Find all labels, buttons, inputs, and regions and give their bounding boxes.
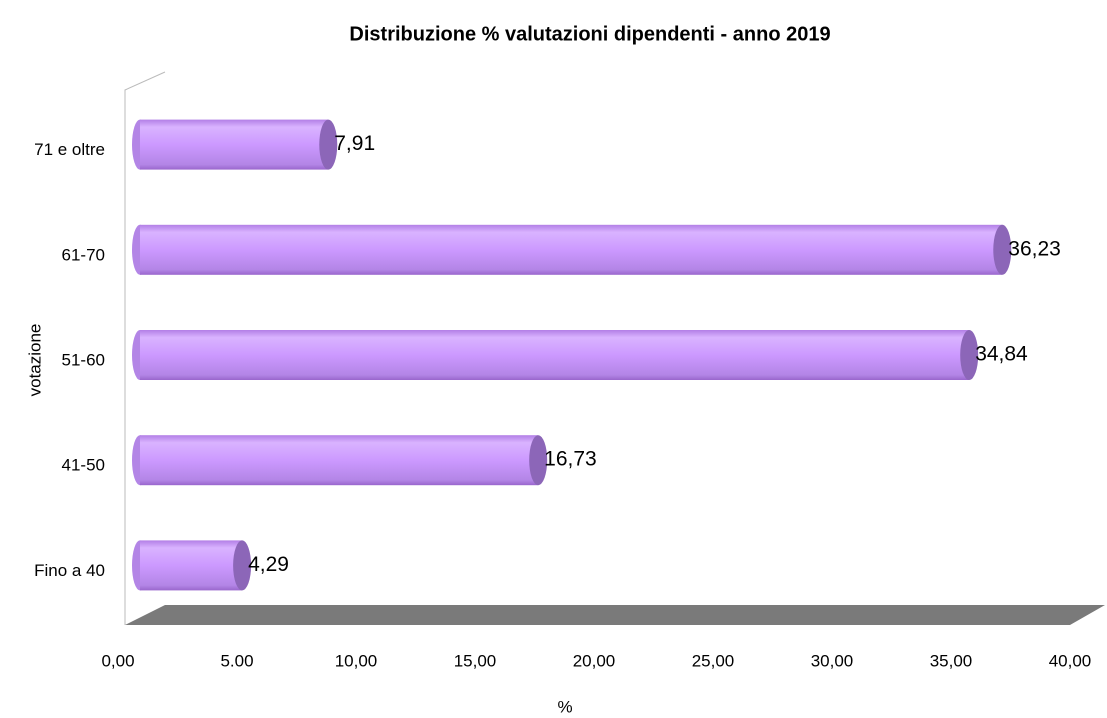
y-tick-label: 61-70 bbox=[62, 245, 105, 264]
bar-cap bbox=[319, 119, 338, 170]
x-tick-label: 10,00 bbox=[335, 651, 378, 670]
value-label: 7,91 bbox=[334, 132, 375, 155]
x-axis-label: % bbox=[557, 697, 572, 716]
bar bbox=[140, 119, 329, 170]
bar-cap bbox=[233, 540, 252, 591]
bar-cap bbox=[529, 435, 548, 486]
floor bbox=[125, 605, 1105, 625]
value-label: 4,29 bbox=[248, 553, 289, 576]
back-wall bbox=[124, 71, 166, 625]
value-label: 34,84 bbox=[975, 343, 1028, 366]
x-tick-label: 5.00 bbox=[220, 651, 253, 670]
y-axis-label: votazione bbox=[25, 324, 44, 397]
x-tick-label: 30,00 bbox=[811, 651, 854, 670]
y-tick-label: 71 e oltre bbox=[34, 140, 105, 159]
x-tick-label: 15,00 bbox=[454, 651, 497, 670]
value-label: 36,23 bbox=[1008, 237, 1061, 260]
bar bbox=[140, 224, 1003, 275]
x-tick-label: 0,00 bbox=[101, 651, 134, 670]
x-tick-label: 35,00 bbox=[930, 651, 973, 670]
y-tick-label: 51-60 bbox=[62, 350, 105, 369]
bar bbox=[140, 435, 539, 486]
value-label: 16,73 bbox=[544, 448, 597, 471]
y-tick-label: 41-50 bbox=[62, 456, 105, 475]
x-tick-label: 40,00 bbox=[1049, 651, 1092, 670]
bar-cap bbox=[993, 224, 1012, 275]
bar bbox=[140, 540, 243, 591]
bar-cap bbox=[960, 330, 979, 380]
x-tick-label: 25,00 bbox=[692, 651, 735, 670]
y-tick-label: Fino a 40 bbox=[34, 561, 105, 580]
bar bbox=[140, 330, 970, 380]
x-tick-label: 20,00 bbox=[573, 651, 616, 670]
chart-title: Distribuzione % valutazioni dipendenti -… bbox=[349, 23, 830, 45]
